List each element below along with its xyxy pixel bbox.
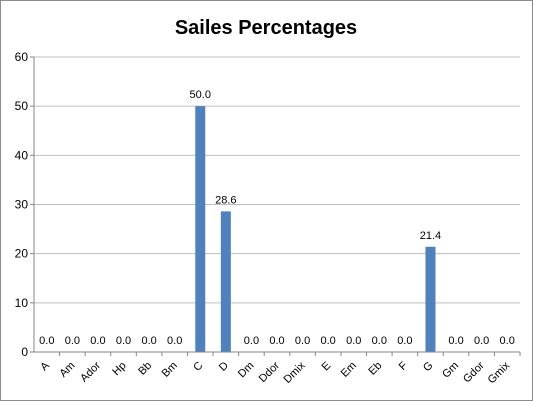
- data-label: 0.0: [448, 335, 463, 347]
- data-label: 21.4: [420, 230, 441, 242]
- data-label: 50.0: [190, 89, 211, 101]
- data-label: 0.0: [346, 335, 361, 347]
- x-tick-label: F: [397, 359, 410, 372]
- data-label: 0.0: [295, 335, 310, 347]
- x-tick-label: Em: [339, 360, 359, 380]
- x-tick-label: Ador: [78, 359, 103, 384]
- y-tick-label: 50: [15, 99, 29, 113]
- x-tick-label: Gmix: [486, 359, 513, 386]
- data-label: 0.0: [269, 335, 284, 347]
- data-label: 0.0: [372, 335, 387, 347]
- data-label: 0.0: [474, 335, 489, 347]
- data-label: 0.0: [244, 335, 259, 347]
- chart-title: Sailes Percentages: [175, 17, 357, 39]
- data-label: 0.0: [65, 335, 80, 347]
- x-tick-label: E: [320, 360, 334, 374]
- bar: [220, 211, 231, 352]
- x-tick-label: Gdor: [461, 359, 487, 385]
- x-tick-label: Bm: [160, 360, 180, 380]
- y-tick-label: 60: [15, 50, 29, 64]
- data-label: 0.0: [116, 335, 131, 347]
- x-tick-label: D: [217, 360, 231, 374]
- y-tick-label: 20: [15, 247, 29, 261]
- data-label: 0.0: [500, 335, 515, 347]
- y-tick-label: 0: [21, 345, 28, 359]
- x-tick-label: Dmix: [281, 359, 308, 386]
- bar: [425, 246, 436, 352]
- data-label: 0.0: [90, 335, 105, 347]
- y-tick-label: 10: [15, 296, 29, 310]
- data-label: 0.0: [167, 335, 182, 347]
- data-label: 0.0: [321, 335, 336, 347]
- bar: [195, 106, 206, 353]
- y-tick-label: 30: [15, 198, 29, 212]
- x-tick-label: Eb: [366, 360, 384, 378]
- x-tick-label: Bb: [136, 360, 154, 378]
- x-tick-label: C: [191, 360, 205, 374]
- x-tick-label: Hp: [110, 360, 128, 378]
- x-tick-label: Am: [57, 360, 77, 380]
- x-tick-label: A: [38, 359, 52, 373]
- data-label: 0.0: [39, 335, 54, 347]
- x-tick-label: G: [421, 360, 436, 375]
- data-label: 0.0: [141, 335, 156, 347]
- data-label: 0.0: [397, 335, 412, 347]
- y-tick-label: 40: [15, 148, 29, 162]
- x-tick-label: Dm: [236, 360, 257, 381]
- x-tick-label: Gm: [440, 360, 461, 381]
- data-label: 28.6: [215, 194, 236, 206]
- x-tick-label: Ddor: [257, 359, 283, 385]
